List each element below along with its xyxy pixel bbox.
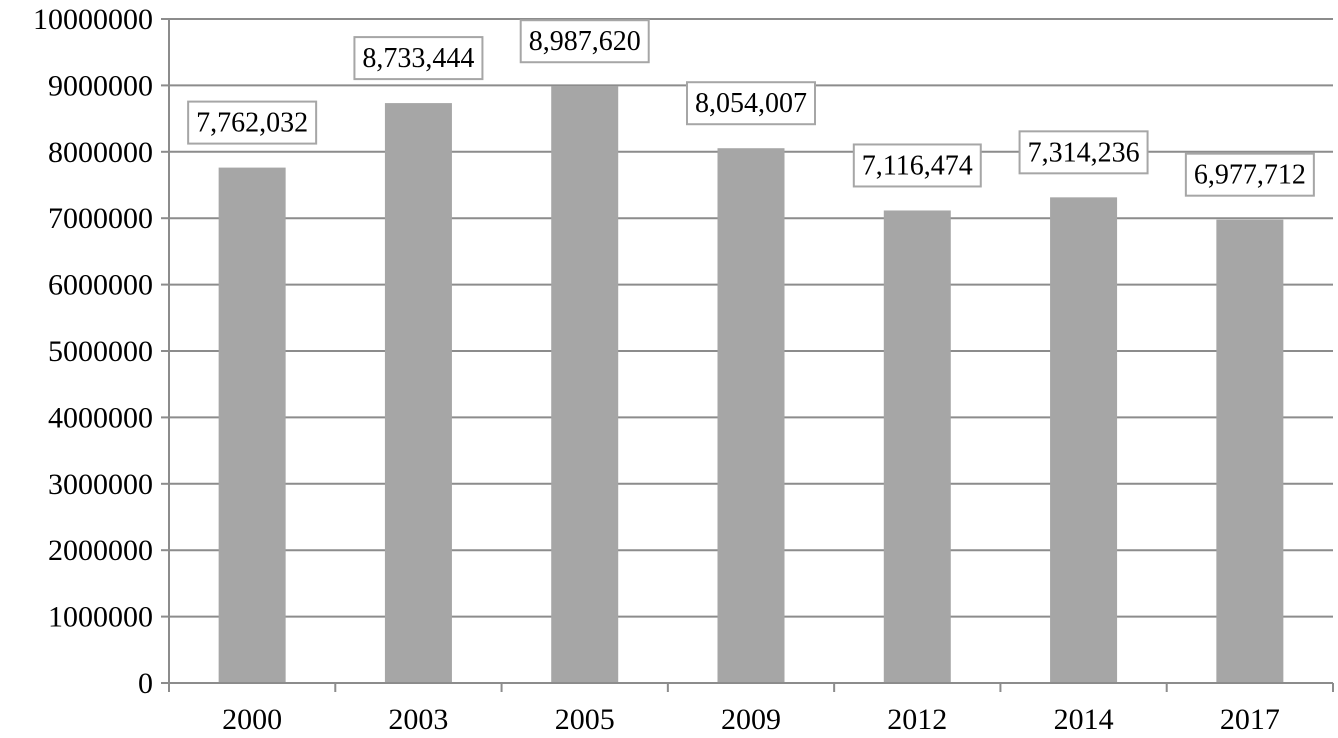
x-tick-label: 2017: [1220, 703, 1280, 736]
y-tick-label: 9000000: [48, 69, 153, 102]
data-label: 8,987,620: [519, 19, 650, 64]
bar: [1050, 197, 1118, 684]
data-label-text: 8,054,007: [695, 88, 807, 119]
data-label-text: 8,733,444: [362, 43, 474, 74]
data-label-text: 7,314,236: [1028, 137, 1140, 168]
data-labels: 7,762,032 8,733,444 8,987,620 8,054,007 7,11…: [187, 19, 1315, 197]
y-tick-label: 1000000: [48, 601, 153, 634]
y-tick-label: 10000000: [33, 3, 153, 36]
bar-layer: [218, 86, 1284, 684]
data-label-text: 6,977,712: [1194, 160, 1306, 191]
bar: [717, 148, 785, 683]
data-label: 7,762,032: [187, 100, 318, 145]
data-label-box: [353, 36, 484, 81]
x-tick-label: 2000: [222, 703, 282, 736]
data-label: 7,116,474: [852, 143, 982, 188]
data-label: 6,977,712: [1184, 152, 1315, 197]
y-tick-label: 3000000: [48, 468, 153, 501]
y-tick-label: 0: [138, 667, 153, 700]
bar: [1216, 219, 1284, 683]
data-label: 8,054,007: [686, 81, 816, 126]
x-tick-label: 2003: [388, 703, 448, 736]
bar: [384, 103, 452, 684]
y-tick-label: 4000000: [48, 401, 153, 434]
y-tick-label: 6000000: [48, 269, 153, 302]
bar: [883, 210, 951, 683]
x-tick-label: 2014: [1054, 703, 1114, 736]
y-tick-labels: 0 1000000 2000000 3000000 4000000 5000000 6000…: [33, 3, 153, 700]
data-label-box: [187, 100, 318, 145]
x-tick-label: 2012: [887, 703, 947, 736]
data-label-box: [686, 81, 816, 126]
data-label-box: [519, 19, 650, 64]
y-tick-label: 7000000: [48, 202, 153, 235]
y-tick-label: 5000000: [48, 335, 153, 368]
y-tick-label: 8000000: [48, 136, 153, 169]
data-label-box: [1018, 130, 1149, 175]
x-tick-label: 2009: [721, 703, 781, 736]
data-label-box: [852, 143, 982, 188]
bar: [218, 167, 286, 683]
x-tick-labels: 2000 2003 2005 2009 2012 2014 2017: [222, 703, 1280, 736]
data-label-text: 7,762,032: [196, 108, 308, 139]
x-tick-label: 2005: [555, 703, 615, 736]
axis-layer: [161, 18, 1334, 692]
data-label-text: 8,987,620: [529, 26, 641, 57]
bar: [551, 86, 619, 683]
data-label: 7,314,236: [1018, 130, 1149, 175]
data-label-box: [1184, 152, 1315, 197]
y-tick-label: 2000000: [48, 534, 153, 567]
data-label: 8,733,444: [353, 36, 484, 81]
data-label-text: 7,116,474: [862, 150, 973, 181]
